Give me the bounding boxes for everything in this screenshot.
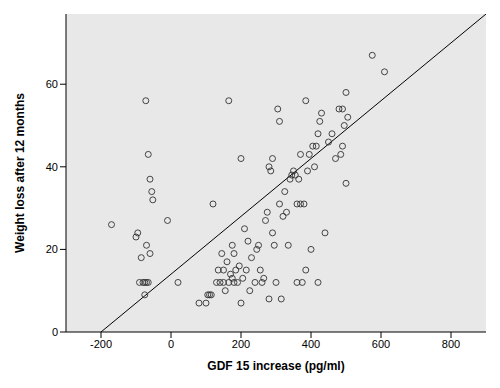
- svg-text:60: 60: [46, 78, 58, 90]
- svg-text:400: 400: [302, 338, 320, 350]
- svg-text:800: 800: [442, 338, 460, 350]
- svg-text:40: 40: [46, 161, 58, 173]
- svg-text:GDF 15 increase (pg/ml): GDF 15 increase (pg/ml): [207, 359, 344, 373]
- svg-text:600: 600: [372, 338, 390, 350]
- svg-text:20: 20: [46, 243, 58, 255]
- svg-text:Weight loss after 12 months: Weight loss after 12 months: [13, 93, 27, 253]
- svg-text:0: 0: [52, 326, 58, 338]
- svg-text:200: 200: [232, 338, 250, 350]
- svg-text:0: 0: [168, 338, 174, 350]
- svg-text:-200: -200: [90, 338, 112, 350]
